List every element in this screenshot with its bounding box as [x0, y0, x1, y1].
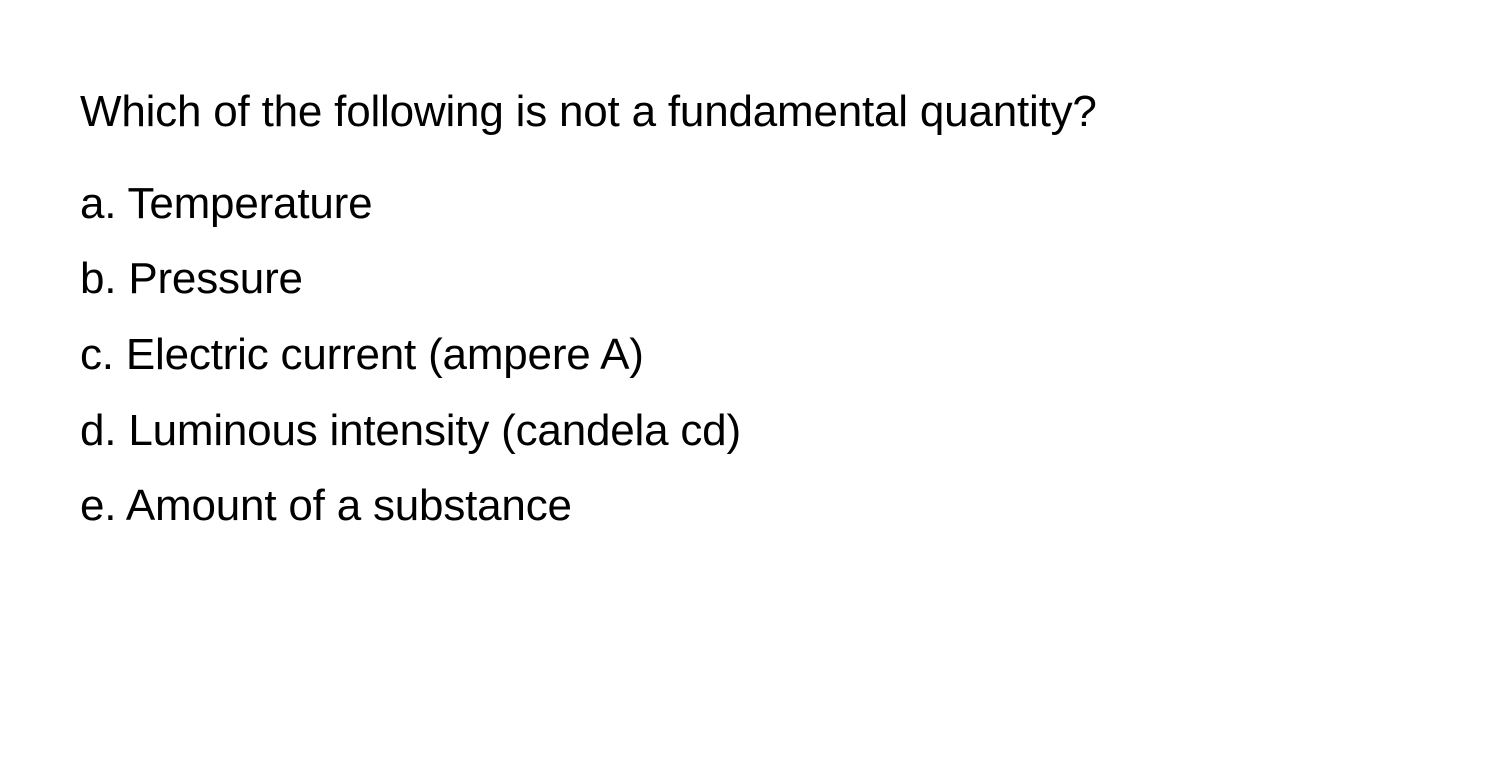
- question-container: Which of the following is not a fundamen…: [0, 0, 1500, 544]
- options-list: a. Temperature b. Pressure c. Electric c…: [80, 166, 1420, 544]
- option-text: Electric current (ampere A): [126, 330, 644, 379]
- option-text: Pressure: [128, 254, 302, 303]
- option-label: c.: [80, 330, 126, 379]
- option-c: c. Electric current (ampere A): [80, 317, 1420, 393]
- option-d: d. Luminous intensity (candela cd): [80, 393, 1420, 469]
- option-text: Amount of a substance: [126, 481, 572, 530]
- option-label: e.: [80, 481, 126, 530]
- option-label: d.: [80, 406, 128, 455]
- option-text: Temperature: [128, 179, 373, 228]
- option-b: b. Pressure: [80, 241, 1420, 317]
- option-label: a.: [80, 179, 128, 228]
- option-a: a. Temperature: [80, 166, 1420, 242]
- option-text: Luminous intensity (candela cd): [128, 406, 741, 455]
- option-e: e. Amount of a substance: [80, 468, 1420, 544]
- question-text: Which of the following is not a fundamen…: [80, 74, 1420, 150]
- option-label: b.: [80, 254, 128, 303]
